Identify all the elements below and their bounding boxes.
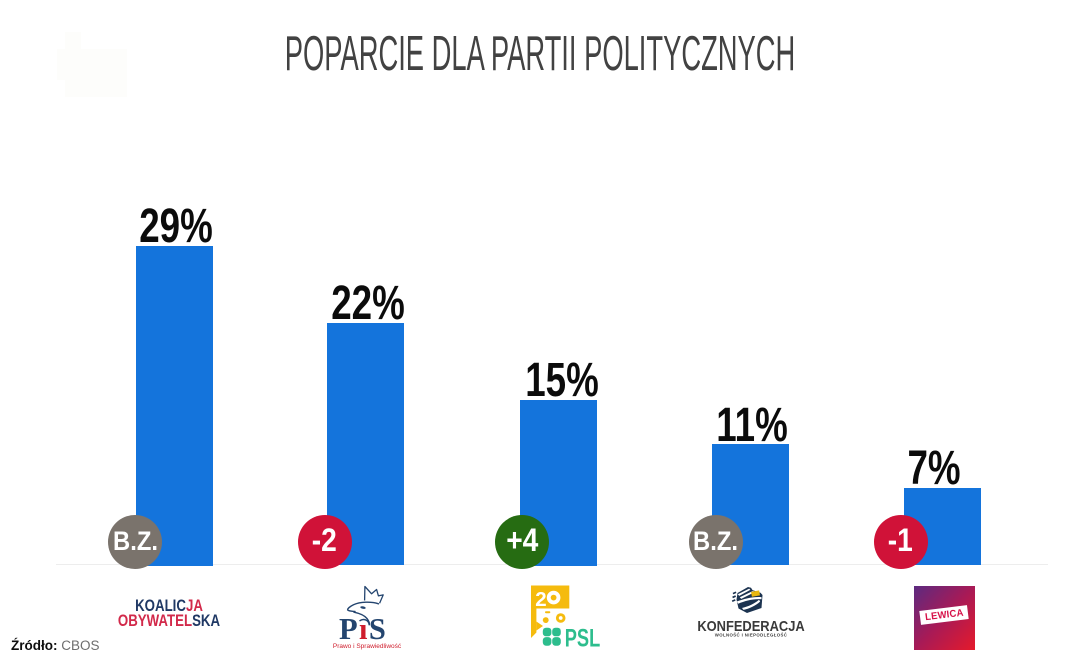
svg-text:WOLNOŚĆ I NIEPODLEGŁOŚĆ: WOLNOŚĆ I NIEPODLEGŁOŚĆ <box>715 633 787 638</box>
svg-text:PıS: PıS <box>339 612 387 646</box>
svg-text:Prawo i Sprawiedliwość: Prawo i Sprawiedliwość <box>333 643 402 650</box>
svg-text:KONFEDERACJA: KONFEDERACJA <box>697 617 804 634</box>
svg-text:2: 2 <box>535 588 546 611</box>
svg-text:PSL: PSL <box>565 624 600 652</box>
